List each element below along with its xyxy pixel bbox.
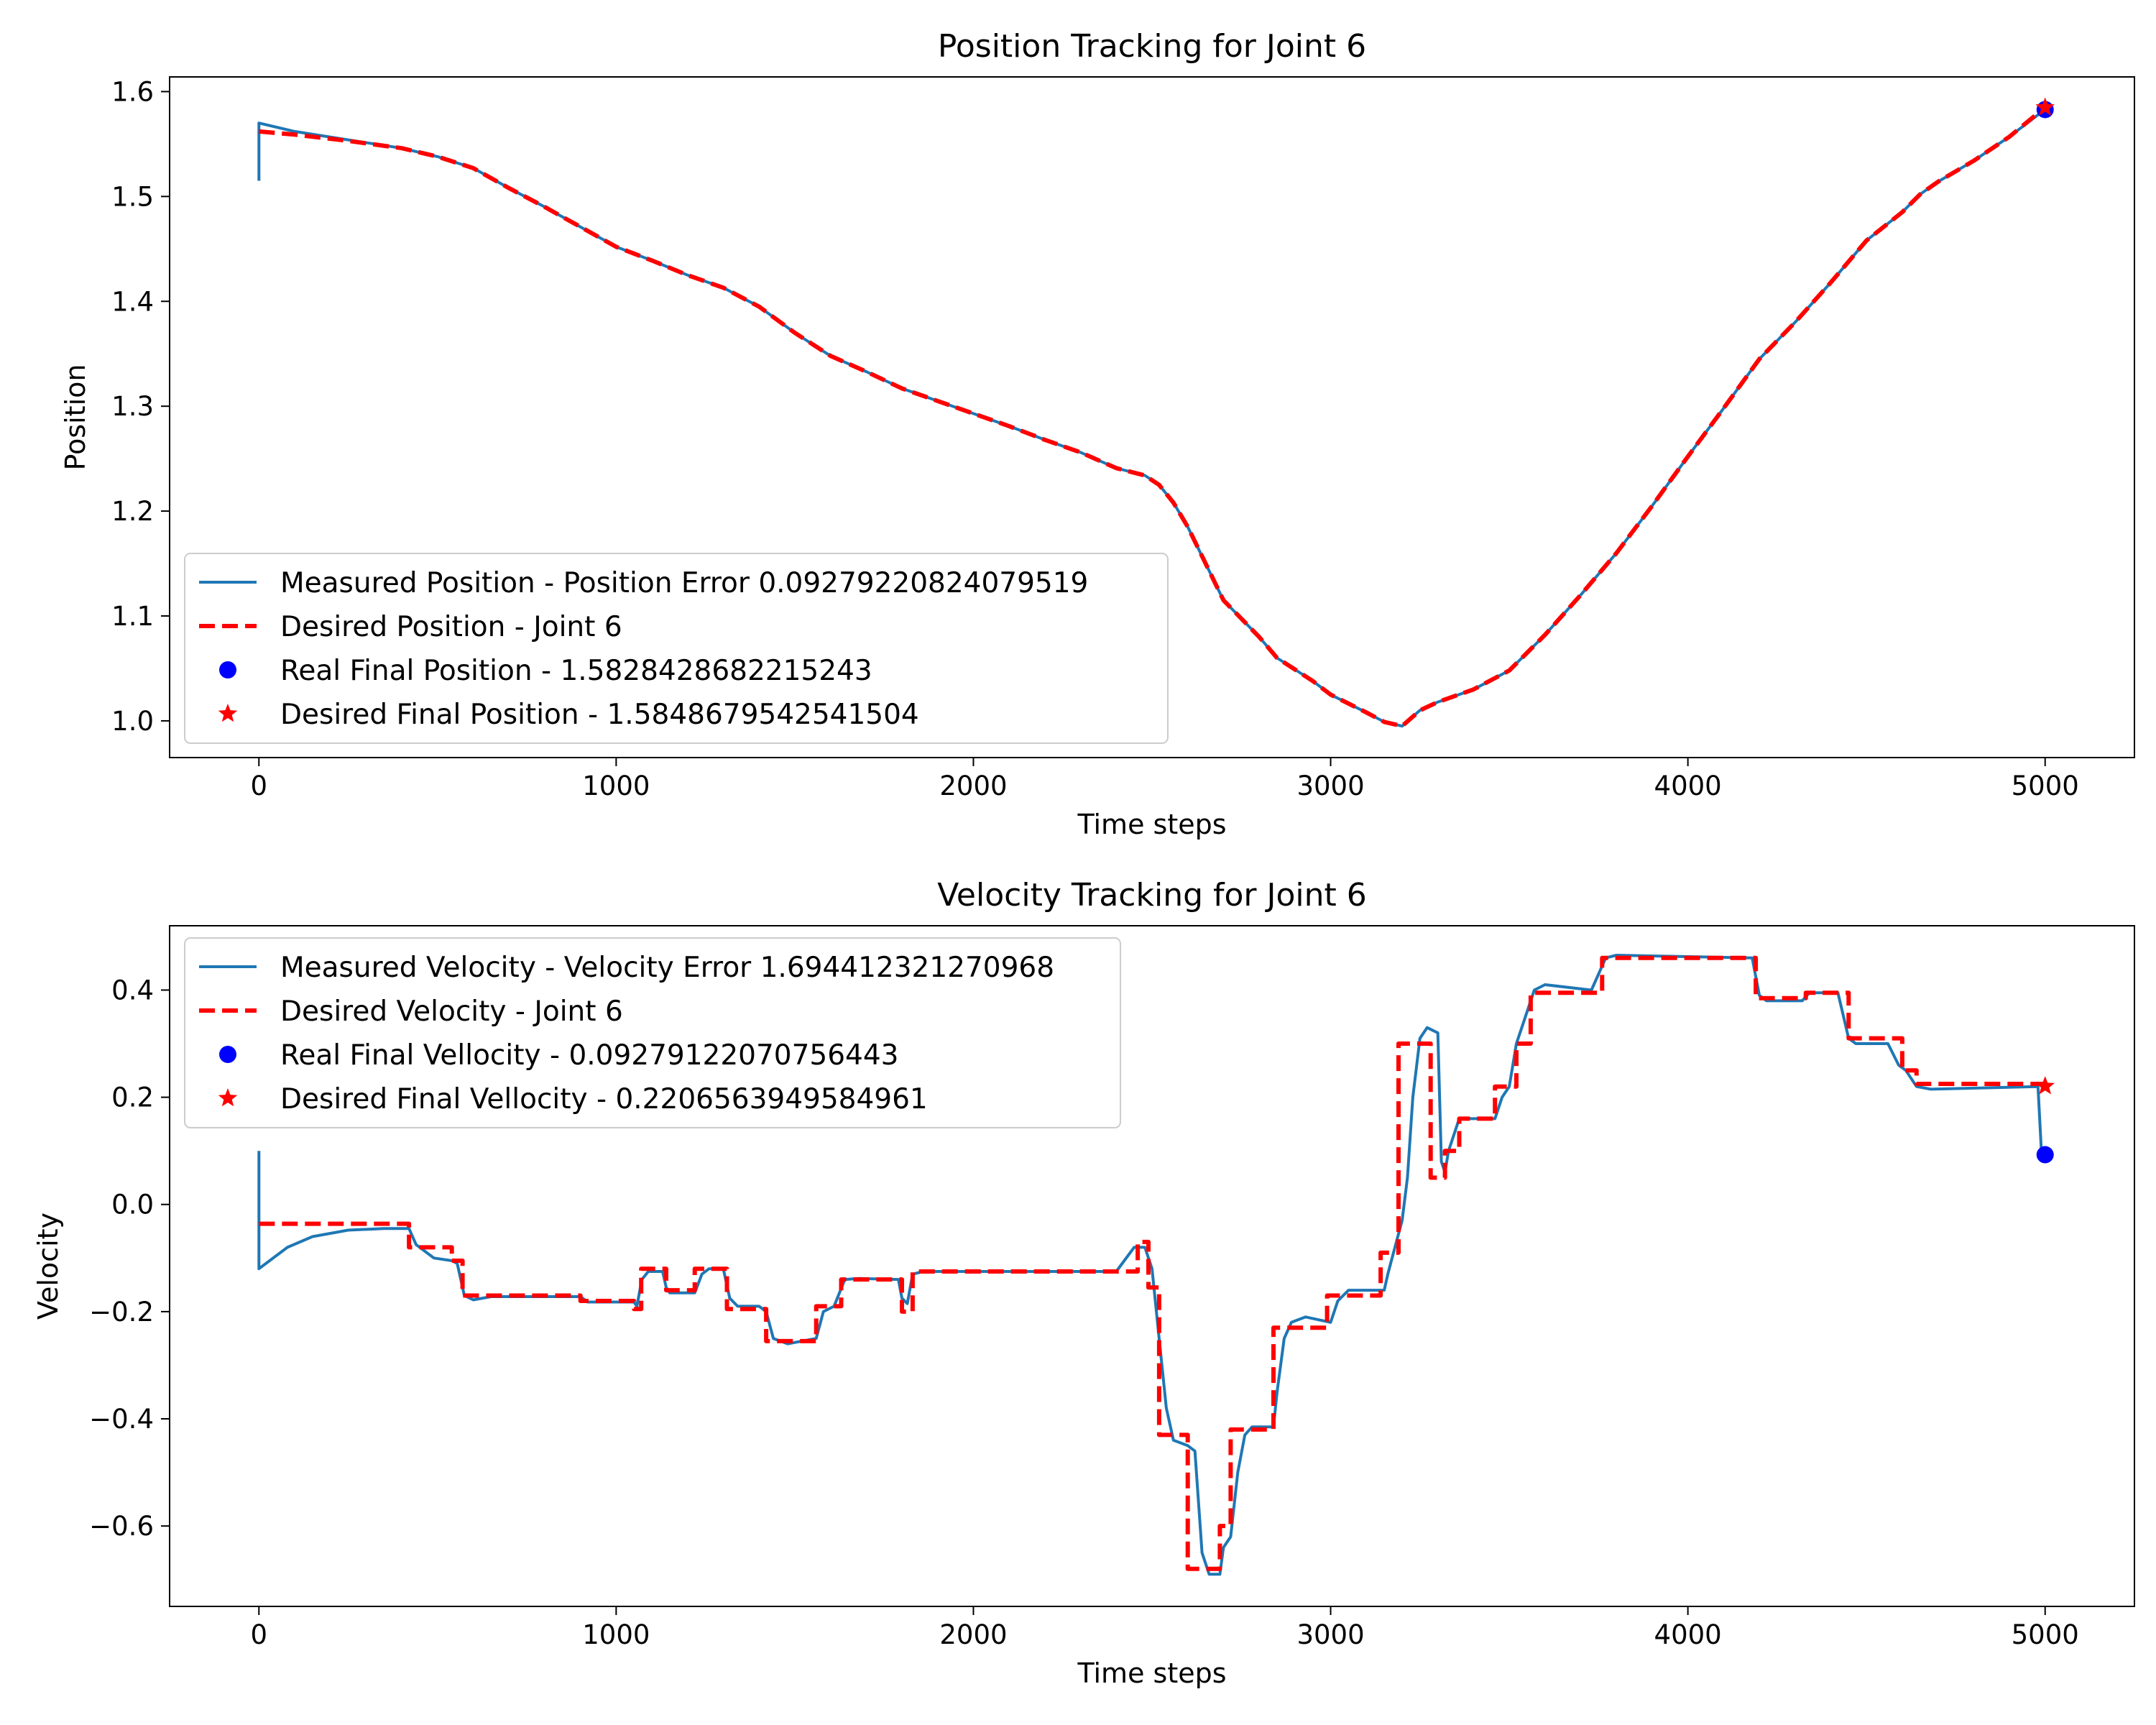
y-tick-label: −0.4 <box>89 1404 154 1435</box>
x-tick-label: 3000 <box>1296 770 1364 801</box>
x-axis-label: Time steps <box>1077 1657 1226 1689</box>
y-tick-label: 1.3 <box>111 391 154 422</box>
legend-label: Desired Velocity - Joint 6 <box>280 995 623 1028</box>
x-tick-label: 0 <box>250 770 267 801</box>
x-tick-label: 1000 <box>582 770 650 801</box>
x-tick-label: 4000 <box>1654 770 1722 801</box>
y-tick-label: 1.5 <box>111 181 154 212</box>
y-tick-label: 1.2 <box>111 496 154 527</box>
legend: Measured Position - Position Error 0.092… <box>184 553 1169 744</box>
y-tick-label: 1.1 <box>111 601 154 632</box>
y-tick-label: −0.2 <box>89 1297 154 1328</box>
legend-label: Desired Final Position - 1.5848679542541… <box>280 699 919 731</box>
legend-label: Desired Position - Joint 6 <box>280 611 622 643</box>
chart-title: Position Tracking for Joint 6 <box>938 28 1366 65</box>
legend-label: Real Final Vellocity - 0.092791220707564… <box>280 1039 898 1072</box>
x-tick-label: 0 <box>250 1619 267 1650</box>
plot-area <box>257 954 2055 1576</box>
y-tick-label: 0.4 <box>111 975 154 1006</box>
y-axis-label: Position <box>60 364 91 471</box>
axes-frame <box>169 76 2135 758</box>
y-tick-label: −0.6 <box>89 1511 154 1542</box>
x-axis-label: Time steps <box>1077 809 1226 840</box>
legend-handle-desired-final <box>218 1088 238 1107</box>
legend-box <box>184 553 1169 744</box>
legend-handle-real-final <box>219 1046 236 1063</box>
desired-final-point <box>2035 97 2055 116</box>
x-tick-label: 5000 <box>2012 770 2079 801</box>
y-tick-label: 1.0 <box>111 706 154 737</box>
y-tick-label: 1.6 <box>111 76 154 107</box>
legend-handle-real-final <box>219 661 236 678</box>
x-tick-label: 2000 <box>939 1619 1007 1650</box>
y-tick-label: 0.2 <box>111 1082 154 1113</box>
legend-box <box>184 937 1121 1128</box>
legend-label: Measured Velocity - Velocity Error 1.694… <box>280 952 1054 984</box>
legend: Measured Velocity - Velocity Error 1.694… <box>184 937 1121 1128</box>
legend-label: Real Final Position - 1.5828428682215243 <box>280 655 872 687</box>
x-tick-label: 4000 <box>1654 1619 1722 1650</box>
desired-series-line <box>259 105 2047 729</box>
y-tick-label: 0.0 <box>111 1190 154 1220</box>
x-tick-label: 2000 <box>939 770 1007 801</box>
desired-series-line <box>259 955 2045 1571</box>
plot-area <box>257 97 2055 729</box>
y-tick-label: 1.4 <box>111 286 154 317</box>
axes-frame <box>169 925 2135 1607</box>
chart-panel-1: Position Tracking for Joint 6 0 1000 2000 30… <box>60 28 2135 840</box>
desired-final-point <box>2035 1076 2055 1095</box>
x-tick-label: 5000 <box>2012 1619 2079 1650</box>
legend-label: Measured Position - Position Error 0.092… <box>280 567 1088 599</box>
legend-handle-desired-final <box>218 704 238 722</box>
legend-label: Desired Final Vellocity - 0.220656394958… <box>280 1083 928 1116</box>
chart-panel-2: Velocity Tracking for Joint 6 0 1000 2000 30… <box>32 877 2135 1689</box>
y-axis-label: Velocity <box>32 1213 64 1320</box>
x-tick-label: 3000 <box>1296 1619 1364 1650</box>
chart-title: Velocity Tracking for Joint 6 <box>937 877 1366 914</box>
real-final-point <box>2036 1146 2054 1164</box>
x-tick-label: 1000 <box>582 1619 650 1650</box>
